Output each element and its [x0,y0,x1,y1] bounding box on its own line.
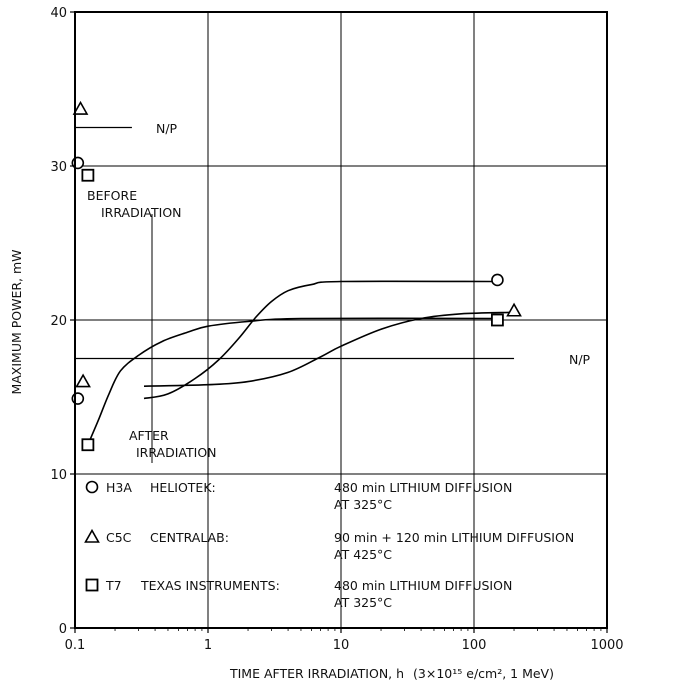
tick-label-y-20: 20 [50,314,67,329]
legend-maker-H3A: HELIOTEK: [150,480,216,495]
x-axis-label-main: TIME AFTER IRRADIATION, h [229,666,404,681]
annotation-before-line1: BEFORE [87,188,137,203]
point-C5C-0 [75,373,91,388]
point-H3A-0 [71,392,85,405]
legend-process-temp-H3A: AT 325°C [334,497,392,512]
point-T7-1 [491,313,504,327]
legend-maker-T7: TEXAS INSTRUMENTS: [140,578,280,593]
point-before-T7 [81,168,95,182]
legend-maker-C5C: CENTRALAB: [150,530,229,545]
point-H3A-1 [491,273,504,287]
legend-marker-T7 [85,578,99,592]
tick-label-x-10: 10 [333,638,350,653]
legend-process-H3A: 480 min LITHIUM DIFFUSION [334,480,512,495]
point-before-H3A [71,156,85,170]
tick-label-x-100: 100 [462,638,487,653]
legend-code-C5C: C5C [106,530,132,545]
point-C5C-1 [506,302,522,317]
tick-label-y-10: 10 [50,468,67,483]
legend-process-temp-C5C: AT 425°C [334,547,392,562]
grid [75,12,607,628]
legend-code-T7: T7 [105,578,122,593]
curve-C5C [143,311,515,387]
tick-label-x-1: 1 [204,638,212,653]
data-markers [71,100,522,452]
reference-lines [75,126,515,360]
annotation-after-line1: AFTER [129,428,169,443]
curve-T7 [87,317,498,446]
annotation-before-line2: IRRADIATION [101,205,182,220]
tick-label-x-0.1: 0.1 [65,638,86,653]
tick-labels: 0.1 1 10 100 1000 0 10 20 30 40 [50,6,623,653]
annotation-after-line2: IRRADIATION [136,445,217,460]
point-T7-0 [81,438,95,452]
tick-label-y-30: 30 [50,160,67,175]
series-curves [87,280,515,446]
legend-code-H3A: H3A [106,480,132,495]
x-axis-label: TIME AFTER IRRADIATION, h (3×10¹⁵ e/cm²,… [229,666,554,681]
x-axis-label-suffix: (3×10¹⁵ e/cm², 1 MeV) [413,666,554,681]
legend-marker-H3A [85,480,99,494]
curve-H3A [143,280,498,400]
ref-label-np-lower: N/P [569,352,591,367]
legend-marker-C5C [84,528,100,543]
ref-label-np-upper: N/P [156,121,178,136]
legend-process-C5C: 90 min + 120 min LITHIUM DIFFUSION [334,530,574,545]
legend-process-T7: 480 min LITHIUM DIFFUSION [334,578,512,593]
tick-label-y-0: 0 [59,622,67,637]
tick-label-x-1000: 1000 [590,638,623,653]
legend: H3A HELIOTEK: 480 min LITHIUM DIFFUSION AT … [84,480,574,610]
point-before-C5C [72,100,89,115]
tick-label-y-40: 40 [50,6,67,21]
legend-process-temp-T7: AT 325°C [334,595,392,610]
y-axis-label: MAXIMUM POWER, mW [9,249,24,394]
